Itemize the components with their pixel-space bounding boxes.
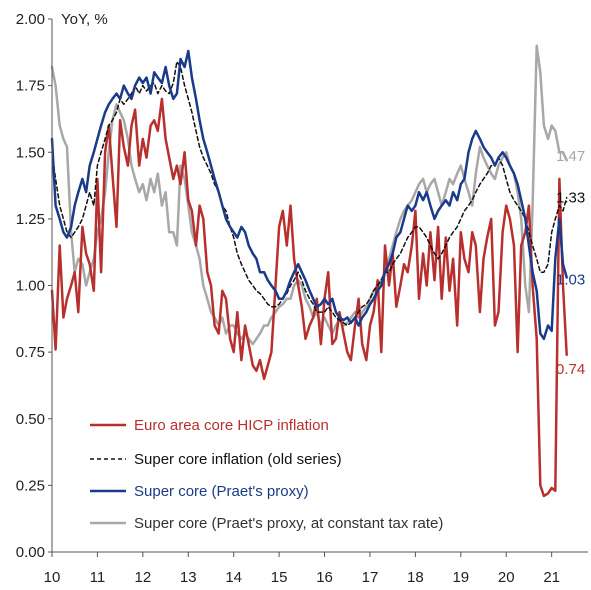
x-tick-label: 10 (44, 569, 61, 586)
x-tick-label: 16 (316, 569, 333, 586)
x-tick-label: 18 (407, 569, 424, 586)
legend: Euro area core HICP inflation Super core … (90, 417, 443, 532)
end-label-0: 0.74 (556, 361, 585, 378)
y-tick-label: 0.25 (16, 477, 45, 494)
end-label-3: 1.47 (556, 148, 585, 165)
x-tick-label: 11 (90, 569, 106, 586)
x-tick-label: 19 (452, 569, 469, 586)
x-tick-label: 21 (543, 569, 560, 586)
series-line-0 (50, 97, 568, 498)
legend-label-3: Super core (Praet's proxy, at constant t… (134, 515, 443, 532)
y-tick-label: 1.50 (16, 144, 45, 161)
end-labels: 0.74 1.33 1.03 1.47 (556, 148, 585, 378)
y-tick-label: 1.00 (16, 278, 45, 295)
end-label-1: 1.33 (556, 190, 585, 207)
y-tick-label: 2.00 (16, 11, 45, 28)
legend-label-2: Super core (Praet's proxy) (134, 483, 309, 500)
y-axis-title: YoY, % (61, 11, 108, 28)
y-tick-label: 0.75 (16, 344, 45, 361)
x-tick-label: 13 (180, 569, 197, 586)
series-line-2 (50, 49, 568, 341)
y-tick-label: 0.50 (16, 411, 45, 428)
series-line-3 (50, 44, 568, 346)
series-line-1 (51, 60, 568, 327)
y-tick-label: 1.75 (16, 78, 45, 95)
x-tick-label: 17 (362, 569, 379, 586)
end-label-2: 1.03 (556, 272, 585, 289)
x-tick-label: 14 (225, 569, 242, 586)
x-tick-label: 20 (498, 569, 515, 586)
x-tick-label: 15 (271, 569, 288, 586)
legend-label-0: Euro area core HICP inflation (134, 417, 329, 434)
y-tick-label: 0.00 (16, 544, 45, 561)
x-tick-label: 12 (135, 569, 152, 586)
axes: 0.00 0.25 0.50 0.75 1.00 1.25 1.50 1.75 2.00 10 11… (16, 11, 588, 586)
series-lines (50, 44, 568, 498)
y-tick-label: 1.25 (16, 211, 45, 228)
legend-label-1: Super core inflation (old series) (134, 451, 342, 468)
